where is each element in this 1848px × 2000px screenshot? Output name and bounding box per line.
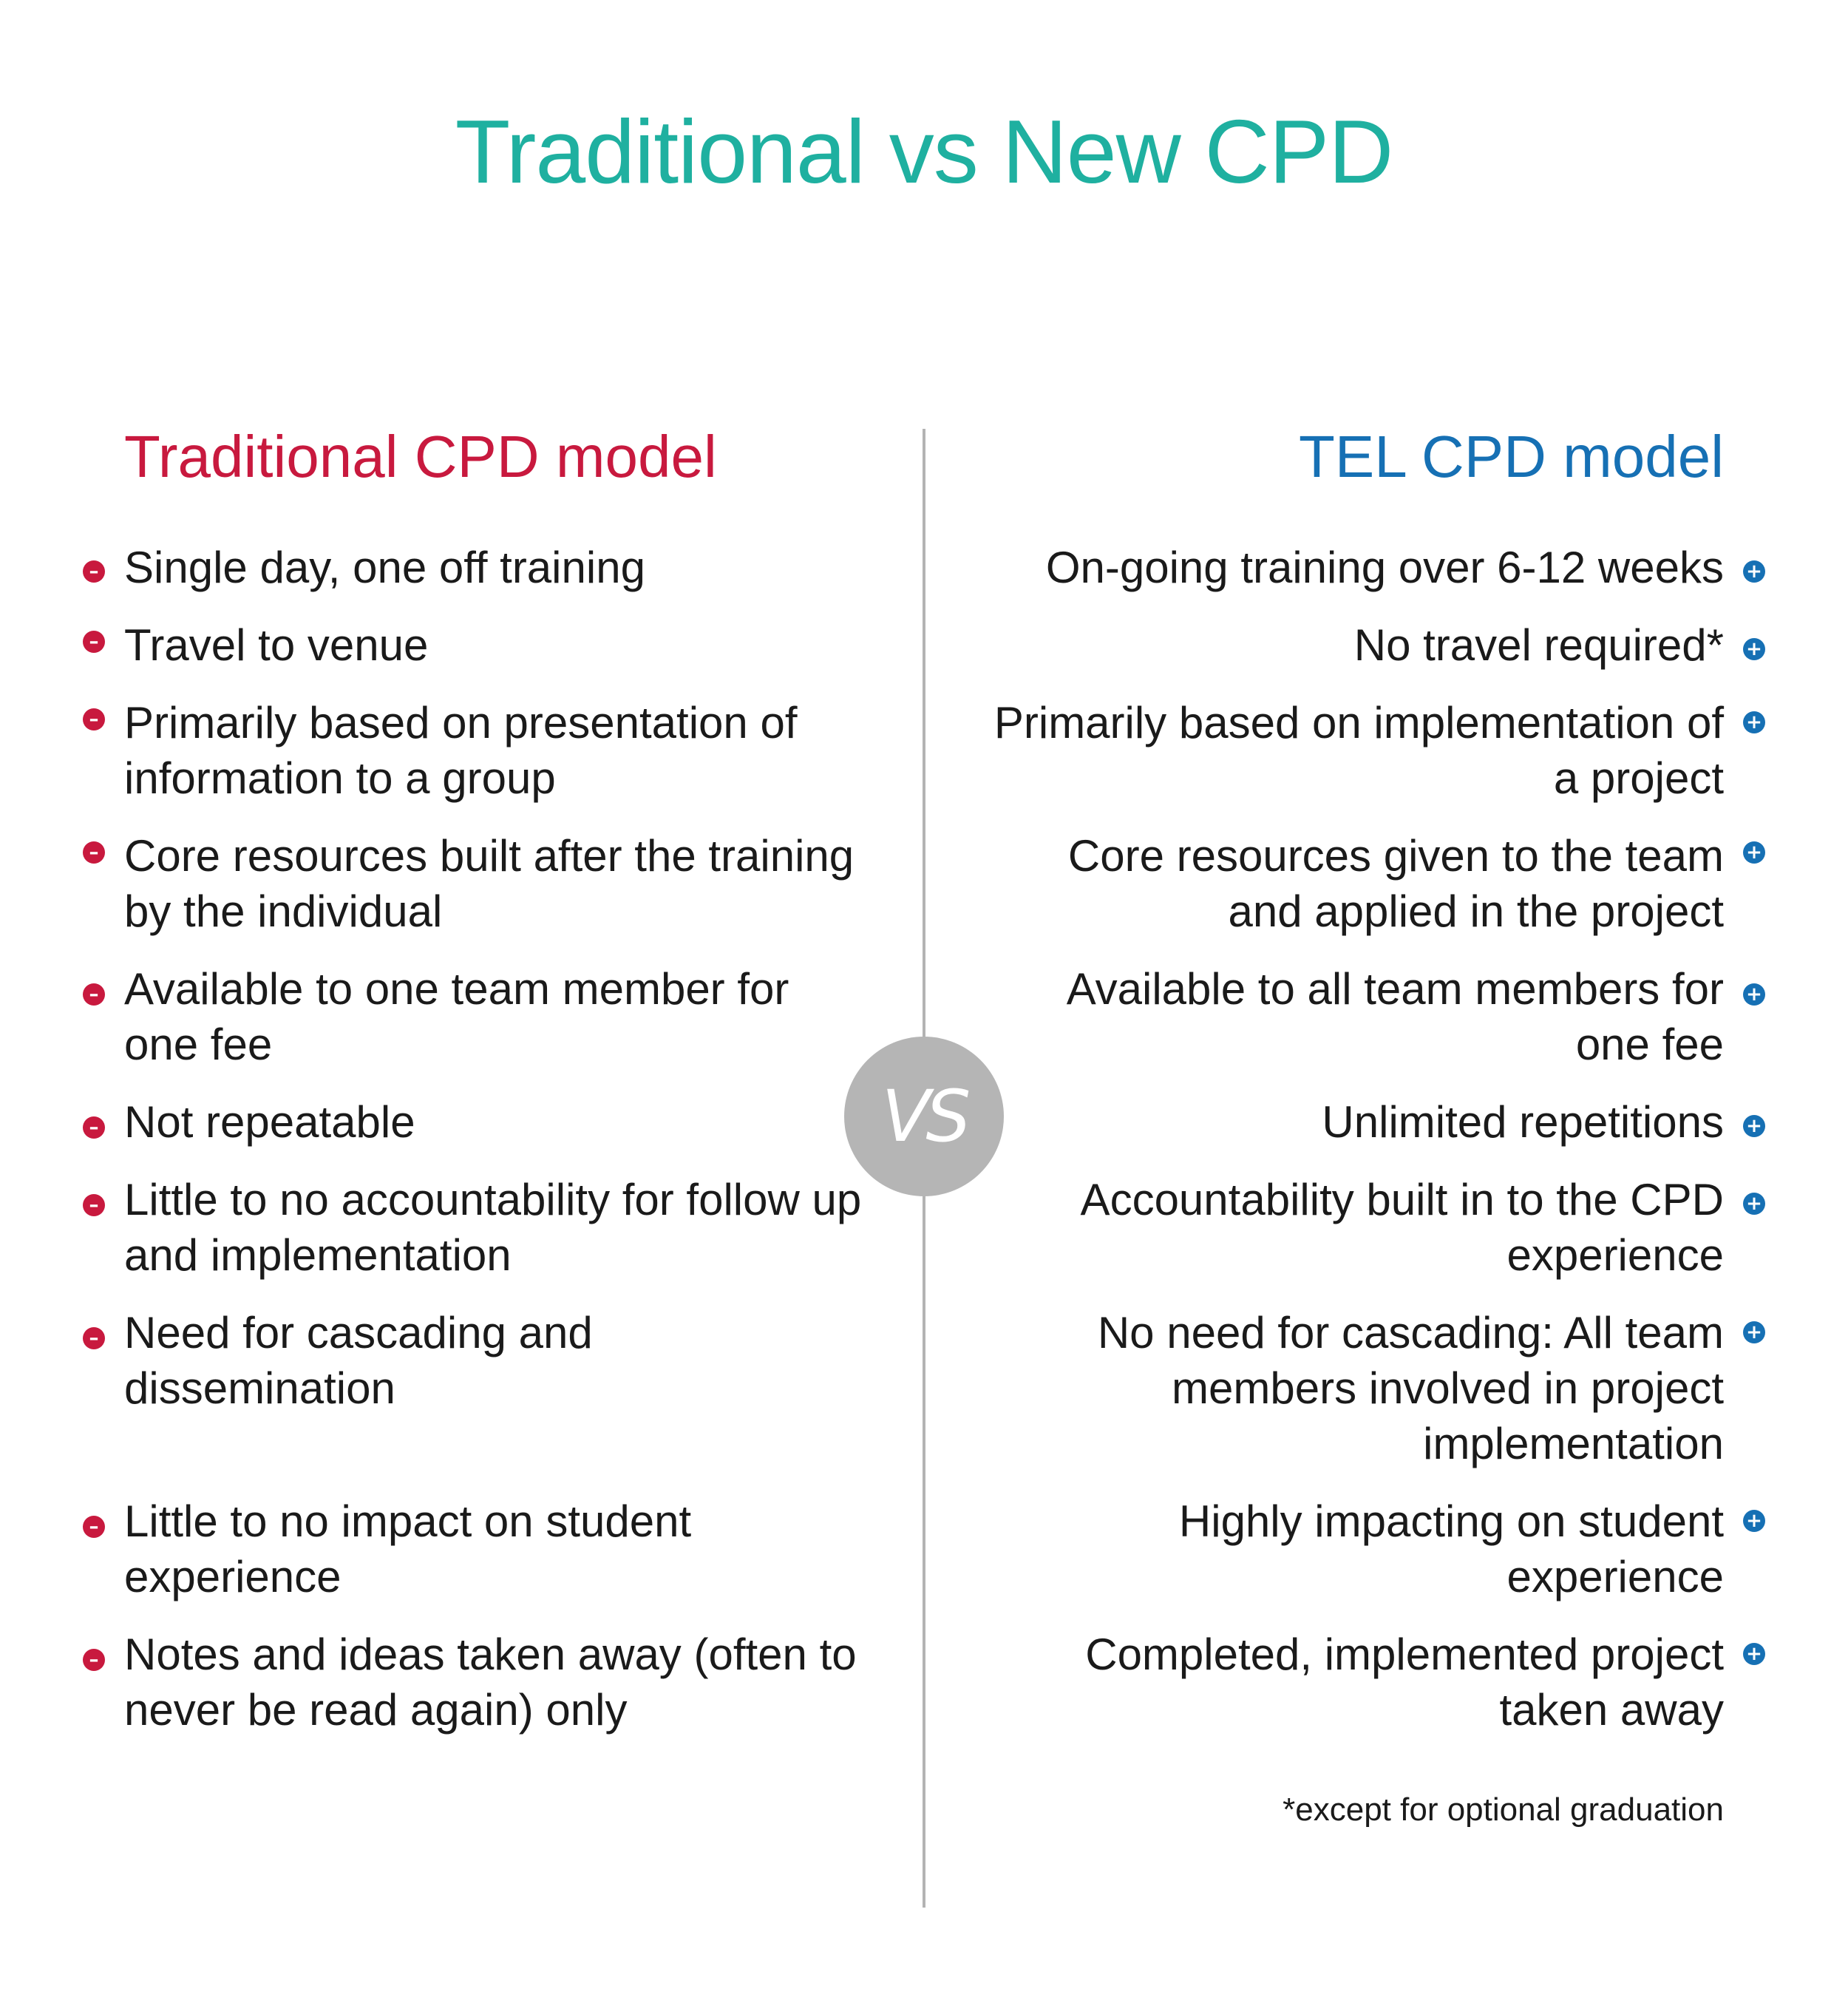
minus-circle-icon: –	[83, 1116, 105, 1139]
tel-item: + Unlimited repetitions	[983, 1094, 1765, 1150]
traditional-item: – Core resources built after the trainin…	[83, 828, 863, 939]
tel-item: + No travel required*	[983, 617, 1765, 673]
plus-circle-icon: +	[1743, 1510, 1765, 1532]
minus-circle-icon: –	[83, 1327, 105, 1349]
tel-item: + Highly impacting on student experience	[983, 1494, 1765, 1604]
traditional-heading: Traditional CPD model	[124, 424, 717, 489]
traditional-item: – Travel to venue	[83, 617, 863, 673]
tel-item: + Accountability built in to the CPD exp…	[983, 1172, 1765, 1283]
minus-circle-icon: –	[83, 1194, 105, 1216]
vs-label: VS	[881, 1075, 971, 1158]
minus-circle-icon: –	[83, 841, 105, 864]
minus-circle-icon: –	[83, 1516, 105, 1538]
tel-item: + Completed, implemented project taken a…	[983, 1627, 1765, 1738]
minus-circle-icon: –	[83, 560, 105, 583]
plus-circle-icon: +	[1743, 841, 1765, 864]
traditional-item: – Available to one team member for one f…	[83, 961, 863, 1072]
tel-item: + No need for cascading: All team member…	[983, 1305, 1765, 1471]
tel-heading: TEL CPD model	[1299, 424, 1724, 489]
tel-item: + Available to all team members for one …	[983, 961, 1765, 1072]
tel-item: + On-going training over 6-12 weeks	[983, 540, 1765, 595]
plus-circle-icon: +	[1743, 983, 1765, 1006]
traditional-item: – Little to no accountability for follow…	[83, 1172, 863, 1283]
page-title: Traditional vs New CPD	[455, 101, 1393, 202]
traditional-item: – Little to no impact on student experie…	[83, 1494, 863, 1604]
plus-circle-icon: +	[1743, 1193, 1765, 1215]
traditional-item: – Not repeatable	[83, 1094, 863, 1150]
traditional-item: – Notes and ideas taken away (often to n…	[83, 1627, 863, 1738]
footnote: *except for optional graduation	[1283, 1791, 1724, 1828]
vs-badge: VS	[844, 1037, 1004, 1196]
plus-circle-icon: +	[1743, 560, 1765, 583]
tel-item: + Primarily based on implementation of a…	[983, 695, 1765, 806]
minus-circle-icon: –	[83, 1649, 105, 1671]
tel-item: + Core resources given to the team and a…	[983, 828, 1765, 939]
plus-circle-icon: +	[1743, 638, 1765, 660]
minus-circle-icon: –	[83, 631, 105, 653]
plus-circle-icon: +	[1743, 1115, 1765, 1137]
plus-circle-icon: +	[1743, 711, 1765, 733]
plus-circle-icon: +	[1743, 1321, 1765, 1343]
minus-circle-icon: –	[83, 983, 105, 1006]
traditional-item: – Primarily based on presentation of inf…	[83, 695, 863, 806]
traditional-item: – Single day, one off training	[83, 540, 863, 595]
traditional-item: – Need for cascading and dissemination	[83, 1305, 863, 1416]
plus-circle-icon: +	[1743, 1643, 1765, 1665]
minus-circle-icon: –	[83, 708, 105, 730]
